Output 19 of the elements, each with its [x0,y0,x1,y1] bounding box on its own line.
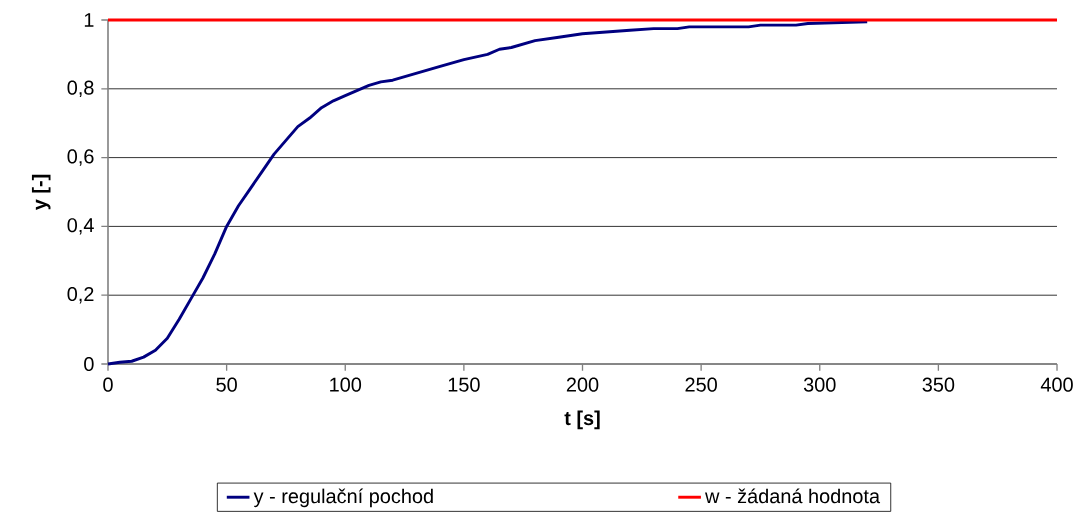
legend-label: y - regulační pochod [253,488,433,508]
y-tick-label: 0 [84,356,94,372]
x-tick-label: 400 [1040,377,1073,392]
y-tick-label: 0,8 [67,80,94,98]
x-tick-label: 250 [685,377,717,392]
x-tick-label: 200 [566,377,599,392]
x-tick-label: 50 [216,377,237,392]
y-tick-label: 0,4 [67,218,94,235]
x-tick-label: 150 [448,377,480,392]
x-tick-label: 300 [803,377,836,392]
y-axis-title: y [-] [31,174,51,211]
x-tick-label: 350 [922,377,955,392]
y-tick-label: 0,6 [67,149,94,166]
x-tick-label: 0 [103,377,113,392]
x-axis-title: t [s] [564,410,600,430]
x-tick-label: 100 [330,377,362,392]
y-tick-label: 0,2 [67,286,94,304]
y-tick-label: 1 [84,13,94,27]
legend-label: w - žádaná hodnota [705,488,881,504]
